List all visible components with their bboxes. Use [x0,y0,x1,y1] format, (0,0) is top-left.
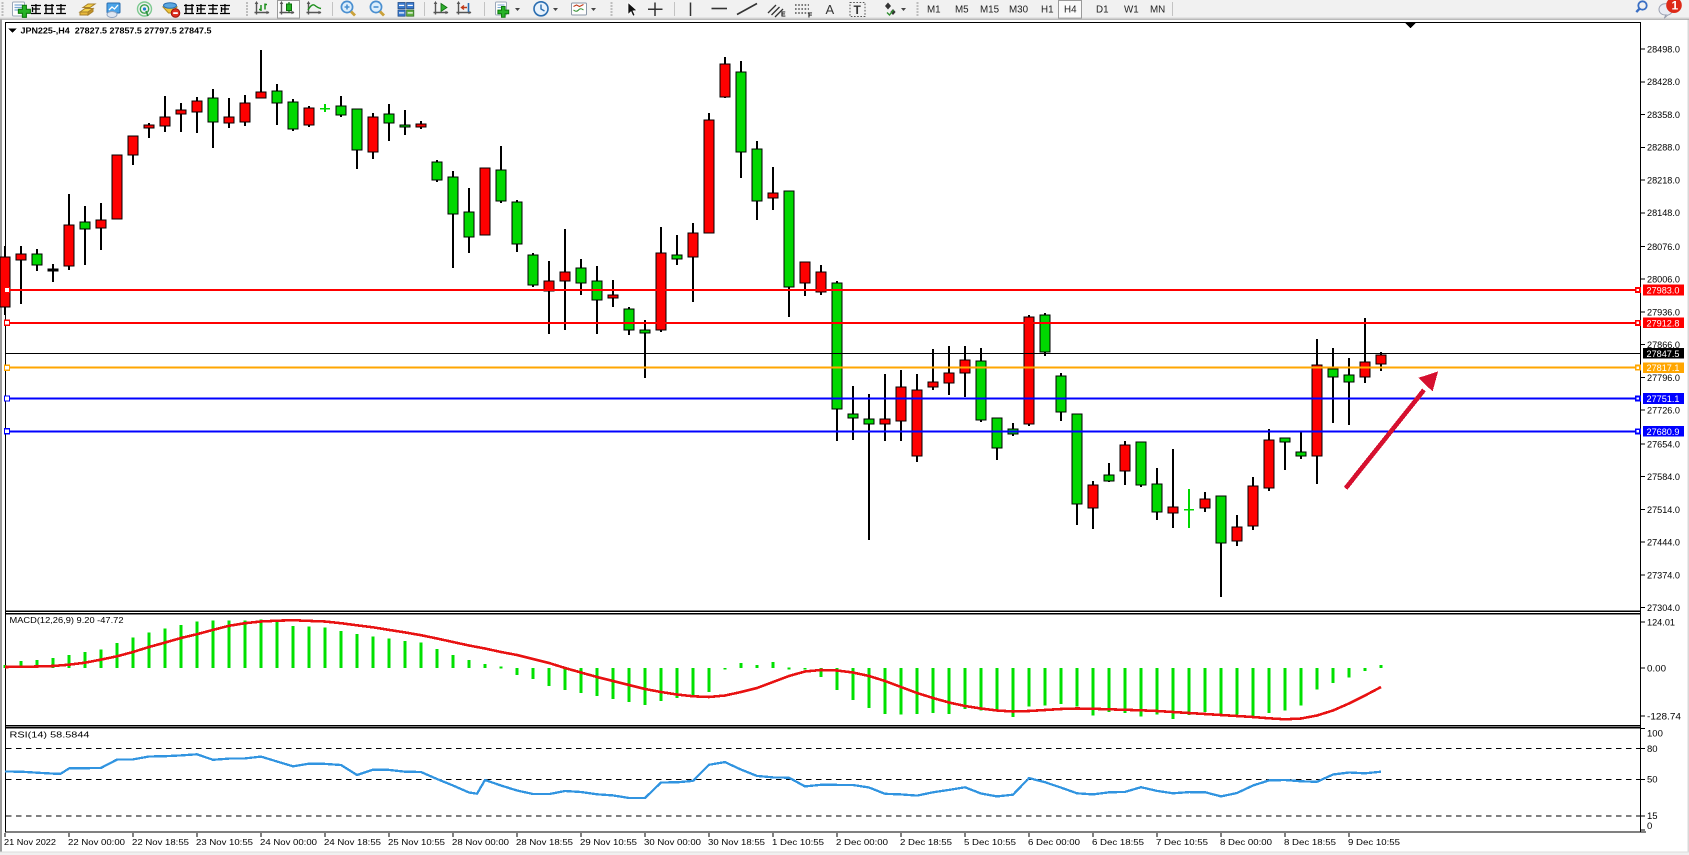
svg-text:2 Dec 18:55: 2 Dec 18:55 [900,837,952,847]
svg-text:27817.1: 27817.1 [1647,363,1680,374]
svg-text:27936.0: 27936.0 [1647,307,1680,318]
svg-text:25 Nov 10:55: 25 Nov 10:55 [388,837,445,847]
svg-text:28428.0: 28428.0 [1647,77,1680,88]
svg-text:50: 50 [1647,775,1658,786]
svg-text:1: 1 [1672,0,1679,13]
svg-text:M5: M5 [955,5,969,16]
svg-text:M1: M1 [927,5,941,16]
svg-text:28 Nov 00:00: 28 Nov 00:00 [452,837,509,847]
svg-text:23 Nov 10:55: 23 Nov 10:55 [196,837,253,847]
svg-text:8 Dec 18:55: 8 Dec 18:55 [1284,837,1336,847]
svg-text:9 Dec 10:55: 9 Dec 10:55 [1348,837,1400,847]
svg-text:W1: W1 [1124,5,1139,16]
svg-text:24 Nov 00:00: 24 Nov 00:00 [260,837,317,847]
svg-text:E: E [781,12,786,19]
svg-text:24 Nov 18:55: 24 Nov 18:55 [324,837,381,847]
svg-text:27584.0: 27584.0 [1647,472,1680,483]
svg-text:JPN225-,H4 27827.5 27857.5 27: JPN225-,H4 27827.5 27857.5 27797.5 27847… [21,26,212,36]
svg-text:27444.0: 27444.0 [1647,538,1680,549]
svg-text:6 Dec 00:00: 6 Dec 00:00 [1028,837,1080,847]
svg-text:2 Dec 00:00: 2 Dec 00:00 [836,837,888,847]
svg-text:M15: M15 [980,5,1000,16]
svg-text:27751.1: 27751.1 [1647,394,1680,405]
svg-text:1 Dec 10:55: 1 Dec 10:55 [772,837,824,847]
svg-text:MN: MN [1150,5,1165,16]
svg-text:21 Nov 2022: 21 Nov 2022 [4,837,56,847]
svg-text:H4: H4 [1064,5,1077,16]
svg-text:MACD(12,26,9) 9.20 -47.72: MACD(12,26,9) 9.20 -47.72 [10,615,124,625]
svg-text:28358.0: 28358.0 [1647,110,1680,121]
svg-text:8 Dec 00:00: 8 Dec 00:00 [1220,837,1272,847]
svg-text:27912.8: 27912.8 [1647,318,1680,329]
svg-text:A: A [826,2,835,17]
svg-text:22 Nov 18:55: 22 Nov 18:55 [132,837,189,847]
svg-text:30 Nov 00:00: 30 Nov 00:00 [644,837,701,847]
svg-text:27680.9: 27680.9 [1647,427,1680,438]
svg-text:28076.0: 28076.0 [1647,242,1680,253]
svg-text:7 Dec 10:55: 7 Dec 10:55 [1156,837,1208,847]
svg-text:29 Nov 10:55: 29 Nov 10:55 [580,837,637,847]
svg-text:27866.0: 27866.0 [1647,340,1680,351]
svg-text:27726.0: 27726.0 [1647,406,1680,417]
svg-text:D1: D1 [1096,5,1109,16]
svg-text:28148.0: 28148.0 [1647,208,1680,219]
svg-text:RSI(14) 58.5844: RSI(14) 58.5844 [10,730,90,740]
svg-text:22 Nov 00:00: 22 Nov 00:00 [68,837,125,847]
svg-text:27796.0: 27796.0 [1647,373,1680,384]
svg-text:H1: H1 [1041,5,1054,16]
svg-text:100: 100 [1647,728,1663,739]
svg-text:30 Nov 18:55: 30 Nov 18:55 [708,837,765,847]
svg-text:5 Dec 10:55: 5 Dec 10:55 [964,837,1016,847]
svg-text:28288.0: 28288.0 [1647,143,1680,154]
svg-text:15: 15 [1647,811,1658,822]
svg-text:27983.0: 27983.0 [1647,285,1680,296]
svg-text:27374.0: 27374.0 [1647,570,1680,581]
svg-text:-128.74: -128.74 [1647,711,1681,722]
svg-text:28 Nov 18:55: 28 Nov 18:55 [516,837,573,847]
svg-text:27304.0: 27304.0 [1647,603,1680,614]
svg-text:27847.5: 27847.5 [1647,349,1680,360]
svg-text:F: F [808,13,813,20]
svg-text:28498.0: 28498.0 [1647,44,1680,55]
svg-text:6 Dec 18:55: 6 Dec 18:55 [1092,837,1144,847]
svg-text:T: T [854,3,862,17]
svg-text:124.01: 124.01 [1647,617,1675,628]
svg-text:27654.0: 27654.0 [1647,439,1680,450]
svg-text:28006.0: 28006.0 [1647,275,1680,286]
svg-text:0: 0 [1647,821,1652,832]
svg-text:28218.0: 28218.0 [1647,175,1680,186]
svg-text:27514.0: 27514.0 [1647,505,1680,516]
svg-text:0.00: 0.00 [1647,663,1666,674]
svg-text:80: 80 [1647,744,1658,755]
svg-text:M30: M30 [1009,5,1029,16]
